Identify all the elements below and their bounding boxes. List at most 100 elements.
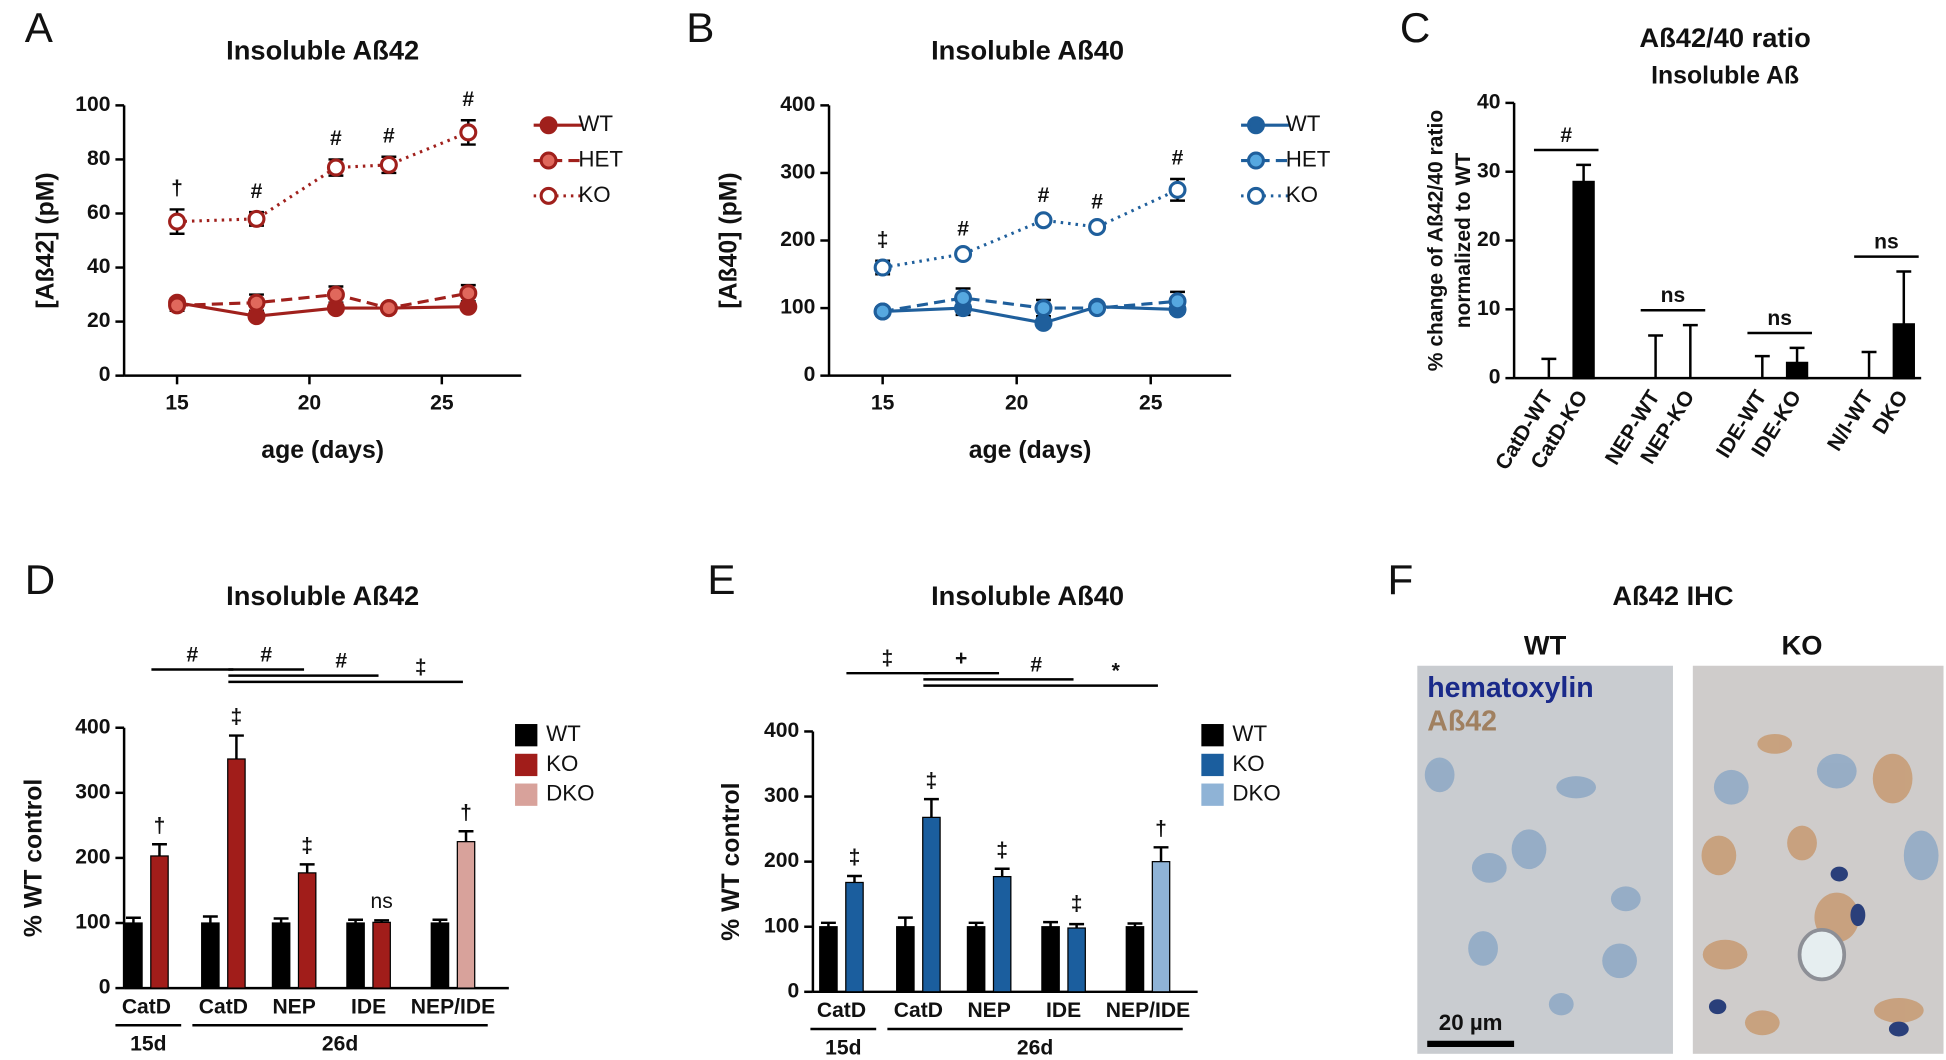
error-bar <box>1043 920 1059 927</box>
x-tick-label: 15 <box>165 392 189 415</box>
error-bar <box>202 915 218 924</box>
point-label: ‡ <box>877 229 889 252</box>
bar <box>1892 323 1915 380</box>
x-tick-label: 15 <box>871 392 895 415</box>
group-label: 15d <box>825 1036 861 1059</box>
error-bar <box>1153 846 1169 862</box>
bracket-label: ‡ <box>415 656 427 679</box>
bar <box>1151 861 1171 993</box>
x-tick-label: NEP <box>272 995 315 1018</box>
point-label: # <box>251 180 263 203</box>
error-bar <box>299 863 315 873</box>
y-tick-label: 10 <box>1477 297 1500 320</box>
stain-label: Aß42 <box>1427 705 1497 737</box>
bracket-label: ns <box>1874 231 1899 254</box>
error-bar <box>820 921 836 927</box>
bracket-label: ns <box>1767 307 1792 330</box>
bracket-label: # <box>186 643 198 666</box>
y-tick-label: 0 <box>788 979 800 1002</box>
legend-label: HET <box>578 146 623 171</box>
point <box>1168 180 1187 199</box>
y-axis-label: % WT control <box>718 782 745 940</box>
bar-label: ‡ <box>231 706 243 729</box>
panel-title: Insoluble Aß42 <box>226 34 419 65</box>
bar <box>150 855 169 989</box>
x-tick-label: 20 <box>298 392 321 415</box>
vessel <box>1797 927 1847 982</box>
bar <box>1041 926 1060 993</box>
point-label: † <box>171 177 183 200</box>
micrograph <box>1417 665 1673 1054</box>
bracket-label: ns <box>1661 284 1686 307</box>
bar-label: ‡ <box>926 769 938 792</box>
point-label: # <box>383 124 395 147</box>
y-axis-label: [Aß42] (pM) <box>33 172 60 308</box>
nuclei <box>1424 753 1939 1016</box>
y-tick-label: 100 <box>75 911 110 934</box>
y-tick-label: 30 <box>1477 159 1500 182</box>
x-axis-label: age (days) <box>969 437 1092 464</box>
y-tick-label: 300 <box>780 161 815 184</box>
y-tick-label: 0 <box>99 363 111 386</box>
bar <box>297 872 317 989</box>
legend-marker <box>1246 186 1265 205</box>
error-bar <box>1754 354 1770 379</box>
point <box>326 285 345 304</box>
error-bar <box>458 829 474 842</box>
point <box>168 296 187 315</box>
x-tick-label: CatD <box>817 999 866 1022</box>
bracket-label: * <box>1112 660 1121 683</box>
scale-bar-label: 20 µm <box>1439 1010 1503 1035</box>
point <box>954 245 973 264</box>
y-tick-label: 400 <box>75 715 110 738</box>
x-tick-label: IDE <box>1046 999 1081 1022</box>
error-bar <box>125 916 141 924</box>
bar-label: † <box>1155 818 1167 841</box>
image-label: KO <box>1782 629 1823 660</box>
bar-label: † <box>154 814 166 837</box>
point <box>1088 299 1107 318</box>
error-bar <box>1069 922 1085 929</box>
y-tick-label: 400 <box>780 93 815 116</box>
legend-swatch <box>1201 724 1224 747</box>
error-bar <box>152 843 167 856</box>
point <box>873 258 892 277</box>
bar <box>922 816 941 993</box>
y-tick-label: 300 <box>75 780 110 803</box>
bar <box>346 922 365 989</box>
panel-title: Aß42 IHC <box>1612 580 1733 611</box>
x-tick-label: N/I-WT <box>1823 386 1878 455</box>
y-tick-label: 100 <box>764 914 799 937</box>
y-tick-label: 200 <box>764 849 799 872</box>
x-tick-label: NEP/IDE <box>1106 999 1190 1022</box>
legend-label: WT <box>546 721 581 746</box>
error-bar <box>1541 357 1557 379</box>
point <box>1034 211 1053 230</box>
y-tick-label: 200 <box>780 228 815 251</box>
bar <box>124 922 143 989</box>
point <box>459 284 478 303</box>
image-label: WT <box>1524 629 1567 660</box>
x-tick-label: CatD <box>894 999 943 1022</box>
bracket-label: # <box>260 643 272 666</box>
bar <box>430 922 450 989</box>
y-axis-label: % change of Aß42/40 ratio <box>1425 110 1448 372</box>
point <box>459 123 478 142</box>
bar <box>966 926 986 993</box>
point <box>873 302 892 321</box>
bar <box>201 922 220 989</box>
legend-swatch <box>515 724 538 747</box>
error-bar <box>968 921 984 927</box>
bracket-label: # <box>1030 653 1042 676</box>
legend-swatch <box>515 753 538 777</box>
bar <box>271 922 291 989</box>
error-bar <box>847 874 862 883</box>
bar <box>992 875 1012 993</box>
error-bar <box>1896 270 1912 325</box>
panel-subtitle: Insoluble Aß <box>1651 62 1799 89</box>
series-line <box>177 291 469 310</box>
x-tick-label: NEP <box>967 999 1010 1022</box>
y-tick-label: 0 <box>99 976 111 999</box>
